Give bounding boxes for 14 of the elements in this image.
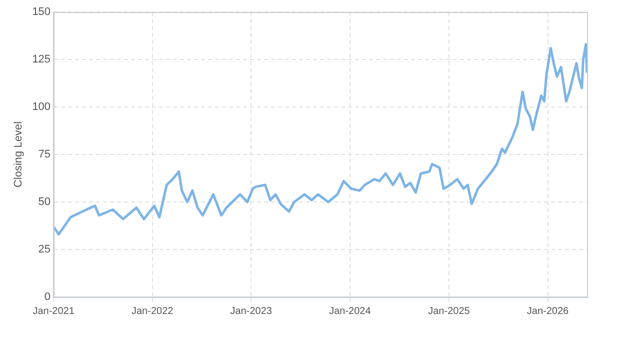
y-tick-label: 150 xyxy=(32,6,51,18)
x-tick-label: Jan-2022 xyxy=(131,306,174,317)
y-tick-label: 0 xyxy=(44,291,51,304)
y-axis-title: Closing Level xyxy=(12,121,25,188)
y-tick-label: 100 xyxy=(32,101,51,114)
x-tick-label: Jan-2024 xyxy=(329,306,372,317)
y-tick-label: 75 xyxy=(38,148,51,161)
y-tick-label: 50 xyxy=(38,196,51,208)
y-tick-label: 125 xyxy=(32,54,51,66)
y-tick-label: 25 xyxy=(38,244,51,256)
x-tick-label: Jan-2025 xyxy=(428,306,470,317)
x-tick-label: Jan-2021 xyxy=(32,306,75,317)
x-tick-label: Jan-2023 xyxy=(230,306,272,317)
x-tick-label: Jan-2026 xyxy=(526,306,570,317)
